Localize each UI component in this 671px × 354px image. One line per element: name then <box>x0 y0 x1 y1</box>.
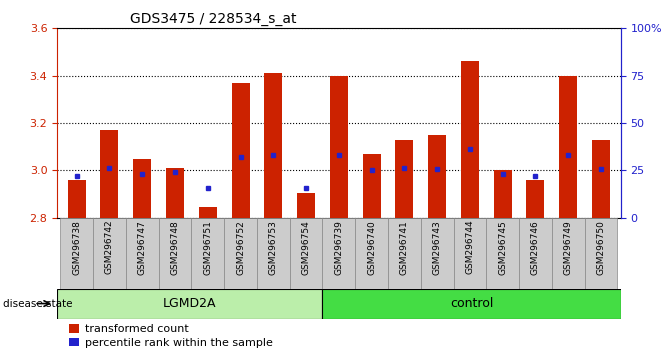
Text: LGMD2A: LGMD2A <box>163 297 217 310</box>
Bar <box>93 218 126 289</box>
Bar <box>584 218 617 289</box>
Bar <box>421 218 454 289</box>
Bar <box>362 154 380 218</box>
Bar <box>552 218 584 289</box>
Text: GSM296738: GSM296738 <box>72 220 81 275</box>
Text: GSM296740: GSM296740 <box>367 220 376 275</box>
Text: GSM296751: GSM296751 <box>203 220 212 275</box>
Bar <box>166 168 184 218</box>
Bar <box>126 218 158 289</box>
Text: control: control <box>450 297 493 310</box>
Bar <box>461 62 479 218</box>
Bar <box>527 180 544 218</box>
Legend: transformed count, percentile rank within the sample: transformed count, percentile rank withi… <box>69 324 272 348</box>
Text: GSM296752: GSM296752 <box>236 220 245 275</box>
Bar <box>388 218 421 289</box>
Text: GSM296741: GSM296741 <box>400 220 409 275</box>
Bar <box>158 218 191 289</box>
Bar <box>428 135 446 218</box>
Bar <box>264 73 282 218</box>
Bar <box>559 76 577 218</box>
Bar <box>231 83 250 218</box>
Bar <box>134 159 151 218</box>
Bar <box>454 218 486 289</box>
Bar <box>355 218 388 289</box>
Bar <box>290 218 323 289</box>
Text: GSM296748: GSM296748 <box>170 220 180 275</box>
Bar <box>297 193 315 218</box>
Text: GSM296739: GSM296739 <box>334 220 344 275</box>
Text: GSM296754: GSM296754 <box>301 220 311 275</box>
Bar <box>60 218 93 289</box>
Text: GDS3475 / 228534_s_at: GDS3475 / 228534_s_at <box>130 12 297 26</box>
Bar <box>330 76 348 218</box>
Bar <box>323 289 621 319</box>
Text: GSM296742: GSM296742 <box>105 220 114 274</box>
Bar <box>68 180 86 218</box>
Bar <box>257 218 290 289</box>
Bar <box>224 218 257 289</box>
Bar <box>592 139 610 218</box>
Bar <box>57 289 323 319</box>
Bar <box>486 218 519 289</box>
Bar <box>494 170 512 218</box>
Bar <box>323 218 355 289</box>
Bar <box>519 218 552 289</box>
Text: GSM296744: GSM296744 <box>466 220 474 274</box>
Text: GSM296743: GSM296743 <box>433 220 442 275</box>
Text: GSM296753: GSM296753 <box>269 220 278 275</box>
Bar <box>395 139 413 218</box>
Text: GSM296745: GSM296745 <box>498 220 507 275</box>
Bar <box>199 207 217 218</box>
Text: GSM296747: GSM296747 <box>138 220 147 275</box>
Text: GSM296746: GSM296746 <box>531 220 540 275</box>
Bar <box>101 130 119 218</box>
Text: GSM296749: GSM296749 <box>564 220 573 275</box>
Text: disease state: disease state <box>3 299 73 309</box>
Text: GSM296750: GSM296750 <box>597 220 605 275</box>
Bar <box>191 218 224 289</box>
